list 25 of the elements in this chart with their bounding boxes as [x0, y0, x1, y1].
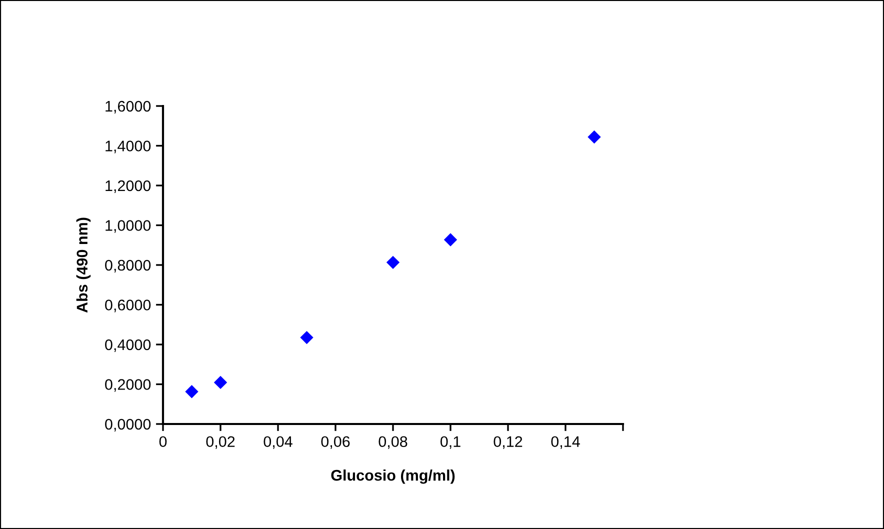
point [300, 330, 314, 344]
y-tick-label: 1,2000 [106, 180, 151, 193]
point [588, 130, 601, 144]
x-tick-label: 0,08 [378, 436, 408, 449]
x-tick-label: 0,02 [206, 436, 235, 449]
x-tick-label: 0,14 [551, 436, 580, 449]
point [444, 233, 458, 246]
y-tick-label: 0,4000 [105, 339, 151, 352]
x-tick-label: 0,12 [494, 436, 522, 449]
y-tick-label: 1,4000 [106, 140, 151, 154]
point [386, 256, 400, 270]
y-tick-label: 1,6000 [106, 100, 151, 114]
y-tick-label: 0,6000 [105, 300, 151, 312]
point [214, 376, 228, 390]
x-axis-title: Glucosio (mg/ml) [331, 469, 455, 484]
x-tick-label: 0,04 [264, 436, 292, 449]
x-tick-label: 0 [159, 436, 167, 448]
y-tick-label: 1,0000 [106, 220, 151, 233]
x-tick-label: 0,1 [440, 436, 460, 449]
y-axis-title: Abs (490 nm) [76, 218, 91, 313]
y-tick-label: 0,8000 [105, 260, 151, 272]
x-tick-label: 0,06 [321, 436, 350, 449]
point [185, 385, 198, 398]
y-tick-label: 0,2000 [105, 379, 151, 392]
y-tick-label: 0,0000 [105, 418, 151, 432]
